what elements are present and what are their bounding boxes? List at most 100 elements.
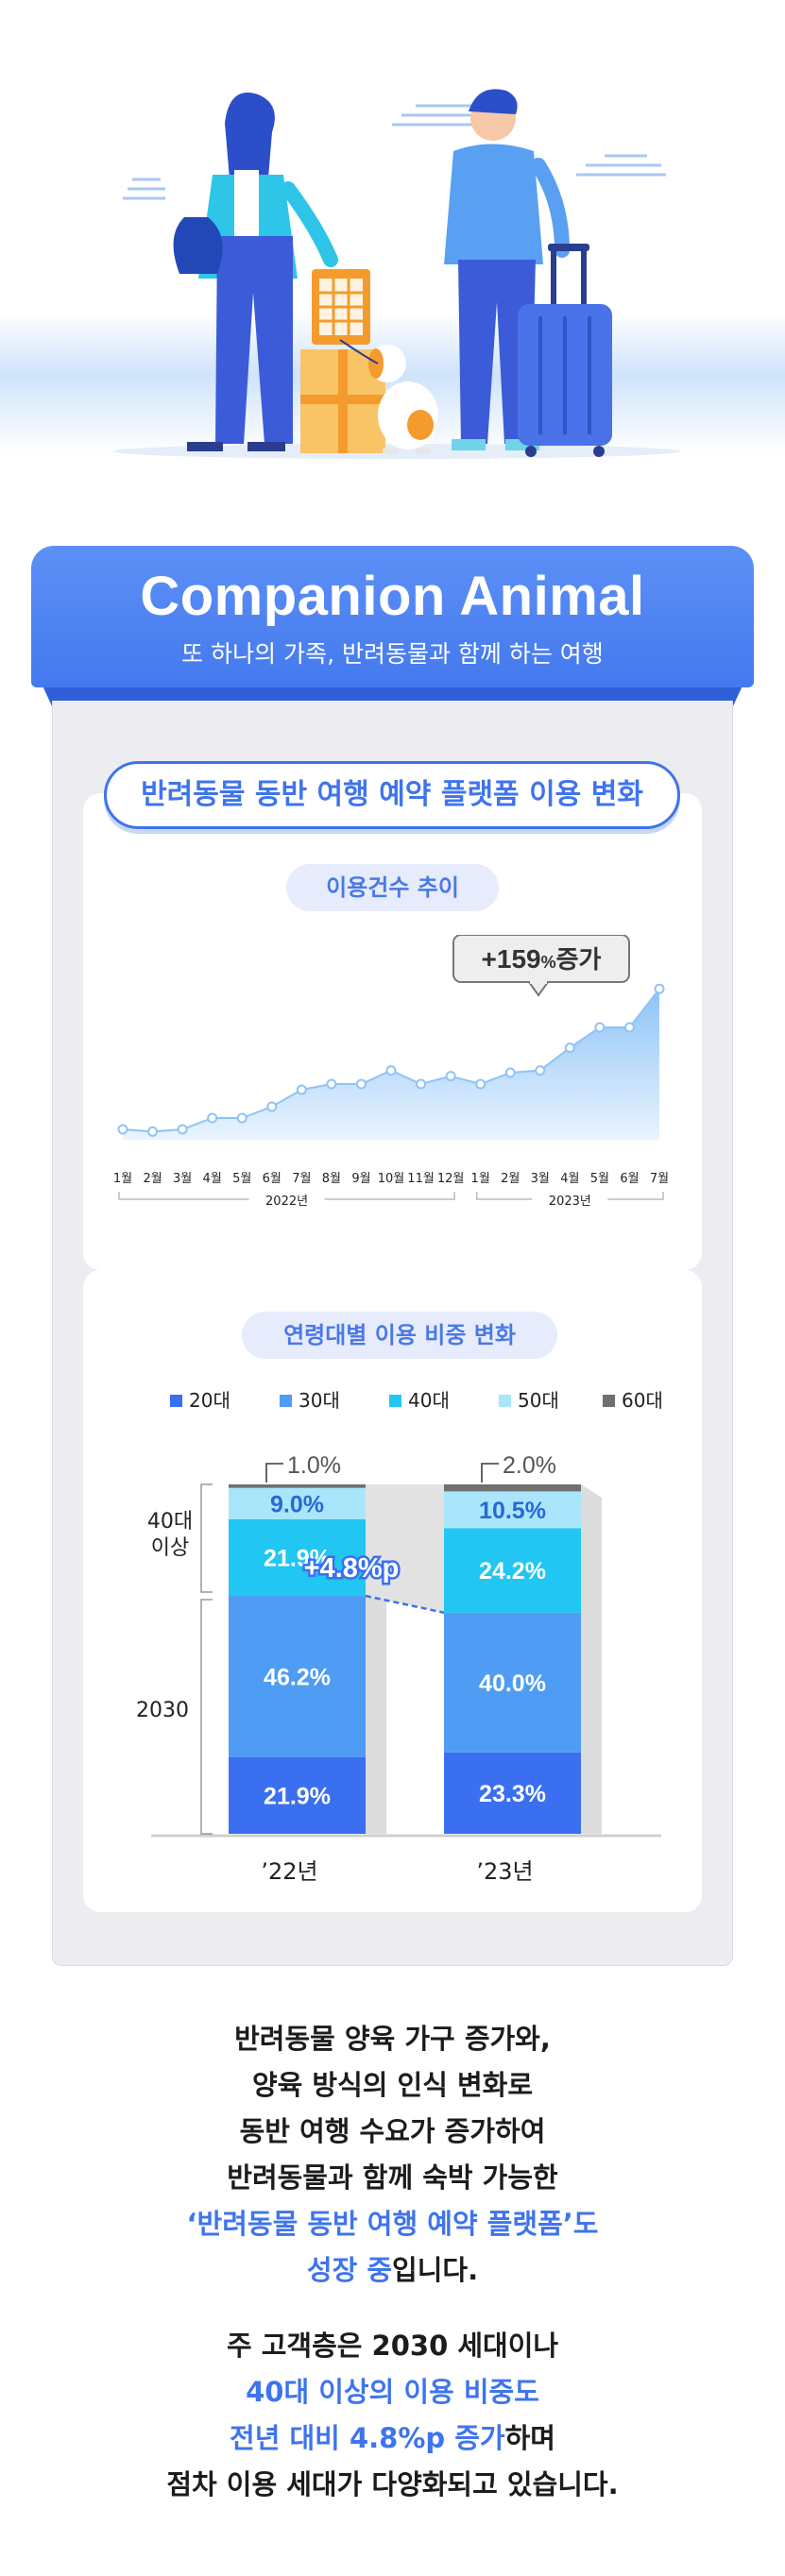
bar-value-label: 21.9% <box>264 1546 331 1572</box>
legend-label: 30대 <box>299 1389 340 1412</box>
top-value-leader <box>265 1463 283 1483</box>
month-tick-label: 7월 <box>292 1172 311 1186</box>
bracket-label-2030: 2030 <box>136 1699 189 1722</box>
travel-illustration <box>0 89 785 459</box>
bar-category-label: ’22년 <box>261 1858 317 1885</box>
bar-value-label: 46.2% <box>264 1665 331 1691</box>
summary-highlight: 전년 대비 4.8%p 증가 <box>230 2422 505 2454</box>
summary-paragraph-1: 반려동물 양육 가구 증가와, 양육 방식의 인식 변화로 동반 여행 수요가 … <box>0 2016 785 2294</box>
bracket-label-40plus-line1: 40대 <box>147 1510 193 1534</box>
usage-point <box>117 1124 128 1135</box>
usage-point <box>623 1022 635 1033</box>
summary-tail: 하며 <box>504 2422 555 2454</box>
bar-segment-40대 <box>229 1519 366 1597</box>
month-tick-label: 5월 <box>232 1172 251 1186</box>
section-title: 반려동물 동반 여행 예약 플랫폼 이용 변화 <box>104 761 680 829</box>
bar-segment-30대 <box>444 1612 581 1753</box>
summary-line: 점차 이용 세대가 다양화되고 있습니다. <box>166 2468 619 2500</box>
bar-value-label-60: 1.0% <box>287 1452 341 1479</box>
usage-point <box>385 1065 397 1076</box>
legend-swatch <box>170 1395 182 1407</box>
usage-point <box>326 1078 337 1090</box>
usage-area <box>123 989 659 1140</box>
bar-value-label: 24.2% <box>479 1558 546 1585</box>
banner: Companion Animal 또 하나의 가족, 반려동물과 함께 하는 여… <box>31 546 754 687</box>
banner-title: Companion Animal <box>140 566 645 627</box>
usage-point <box>147 1126 159 1137</box>
summary-line: 반려동물과 함께 숙박 가능한 <box>227 2161 558 2194</box>
pet-carrier-icon <box>300 269 385 453</box>
month-tick-label: 6월 <box>263 1172 282 1186</box>
summary-line-highlight: ‘반려동물 동반 여행 예약 플랫폼’도 <box>186 2208 599 2240</box>
usage-point <box>504 1067 516 1078</box>
year-label-bg <box>532 1190 608 1209</box>
hero-illustration <box>0 0 785 491</box>
usage-point <box>564 1042 575 1054</box>
month-tick-label: 11월 <box>407 1172 435 1186</box>
summary-paragraph-2: 주 고객층은 2030 세대이나 40대 이상의 이용 비중도 전년 대비 4.… <box>0 2323 785 2508</box>
age-share-svg: 20대 30대 40대 50대 60대 21.9% 46.2% 21.9% 9.0% 1.0% ’… <box>136 1389 663 1885</box>
month-tick-label: 3월 <box>173 1172 192 1186</box>
usage-point <box>355 1078 367 1090</box>
growth-callout-word: 증가 <box>556 946 602 974</box>
bar-value-label-60: 2.0% <box>503 1452 556 1479</box>
bar-value-label: 23.3% <box>479 1781 546 1807</box>
month-tick-label: 5월 <box>590 1172 609 1186</box>
bar-value-label: 10.5% <box>479 1498 546 1524</box>
month-tick-label: 3월 <box>531 1172 550 1186</box>
legend-label: 40대 <box>408 1389 450 1412</box>
month-tick-label: 1월 <box>471 1172 490 1186</box>
growth-callout-unit: % <box>541 953 556 972</box>
bracket-label-40plus-line2: 이상 <box>151 1536 189 1560</box>
usage-point <box>207 1112 218 1124</box>
legend-label: 60대 <box>622 1389 663 1412</box>
month-tick-label: 6월 <box>620 1172 639 1186</box>
usage-point <box>445 1071 456 1082</box>
summary-line-mixed: 전년 대비 4.8%p 증가하며 <box>0 2415 785 2462</box>
summary-line-mixed: 성장 중입니다. <box>0 2247 785 2294</box>
suitcase-icon <box>518 244 612 457</box>
bar-segment-60대 <box>444 1484 581 1492</box>
group-bracket-40plus <box>200 1483 213 1593</box>
summary-line: 반려동물 양육 가구 증가와, <box>234 2023 551 2055</box>
bar-value-label: 40.0% <box>479 1670 546 1697</box>
growth-callout: +159%증가 <box>452 934 630 997</box>
legend-label: 50대 <box>518 1389 559 1412</box>
summary-highlight: 성장 중 <box>306 2254 393 2286</box>
summary-line-highlight: 40대 이상의 이용 비중도 <box>246 2376 539 2408</box>
usage-point <box>296 1084 307 1095</box>
legend-swatch <box>603 1395 615 1407</box>
month-tick-label: 1월 <box>113 1172 132 1186</box>
share-connector-line <box>365 1594 445 1615</box>
usage-point <box>177 1124 188 1135</box>
cloud-icon <box>123 104 666 200</box>
legend-swatch <box>280 1395 292 1407</box>
year-group-label: 2022년 <box>265 1195 308 1209</box>
bar-value-label: 21.9% <box>264 1783 331 1809</box>
summary-tail: 입니다. <box>392 2254 479 2286</box>
bar-segment-20대 <box>444 1752 581 1834</box>
top-value-leader <box>481 1463 499 1483</box>
bar-segment-50대 <box>229 1487 366 1519</box>
usage-trend-chart: 1월 2월 3월 4월 5월 6월 7월 8월 9월 10월 11월 12월 1월 2월 3월 4월 5월 6월 7… <box>104 934 680 1246</box>
age-share-chart: 20대 30대 40대 50대 60대 21.9% 46.2% 21.9% 9.0% 1.0% ’… <box>113 1379 680 1889</box>
usage-point <box>594 1022 606 1033</box>
month-tick-label: 12월 <box>437 1172 465 1186</box>
month-tick-label: 7월 <box>650 1172 669 1186</box>
month-tick-label: 4월 <box>560 1172 579 1186</box>
year-group-label: 2023년 <box>549 1195 591 1209</box>
bar-value-label: 9.0% <box>270 1491 324 1517</box>
bar-shadow <box>581 1484 602 1834</box>
month-tick-label: 4월 <box>203 1172 222 1186</box>
age-share-title: 연령대별 이용 비중 변화 <box>242 1312 557 1359</box>
summary-line: 양육 방식의 인식 변화로 <box>251 2069 534 2101</box>
legend-label: 20대 <box>189 1389 230 1412</box>
bar-segment-50대 <box>444 1491 581 1529</box>
svg-text:+159%증가: +159%증가 <box>482 944 602 974</box>
month-tick-label: 2월 <box>501 1172 520 1186</box>
month-tick-label: 10월 <box>378 1172 405 1186</box>
usage-trend-title: 이용건수 추이 <box>286 864 499 911</box>
share-delta-label: +4.8%p <box>304 1553 400 1584</box>
usage-point <box>535 1065 546 1076</box>
share-connector <box>366 1484 444 1613</box>
